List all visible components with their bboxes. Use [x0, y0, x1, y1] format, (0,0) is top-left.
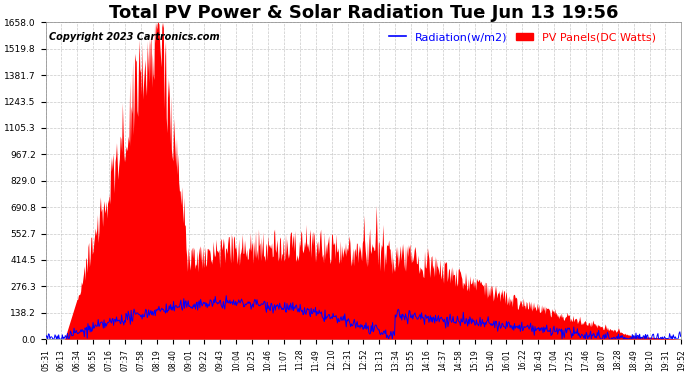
- Title: Total PV Power & Solar Radiation Tue Jun 13 19:56: Total PV Power & Solar Radiation Tue Jun…: [108, 4, 618, 22]
- Legend: Radiation(w/m2), PV Panels(DC Watts): Radiation(w/m2), PV Panels(DC Watts): [385, 28, 660, 47]
- Text: Copyright 2023 Cartronics.com: Copyright 2023 Cartronics.com: [49, 32, 219, 42]
